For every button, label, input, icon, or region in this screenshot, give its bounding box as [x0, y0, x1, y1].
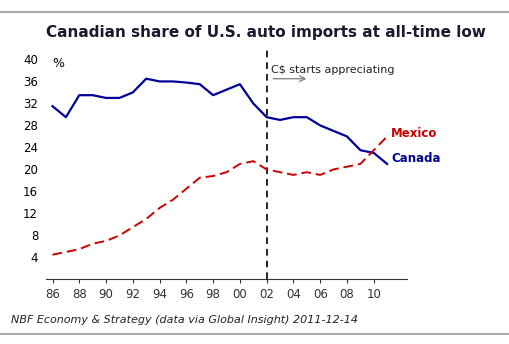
Text: %: % [52, 57, 65, 70]
Text: Canada: Canada [391, 152, 441, 165]
Text: Mexico: Mexico [391, 127, 438, 140]
Text: Canadian share of U.S. auto imports at all-time low: Canadian share of U.S. auto imports at a… [46, 25, 486, 40]
Text: NBF Economy & Strategy (data via Global Insight) 2011-12-14: NBF Economy & Strategy (data via Global … [11, 315, 358, 325]
Text: C$ starts appreciating: C$ starts appreciating [271, 65, 394, 75]
